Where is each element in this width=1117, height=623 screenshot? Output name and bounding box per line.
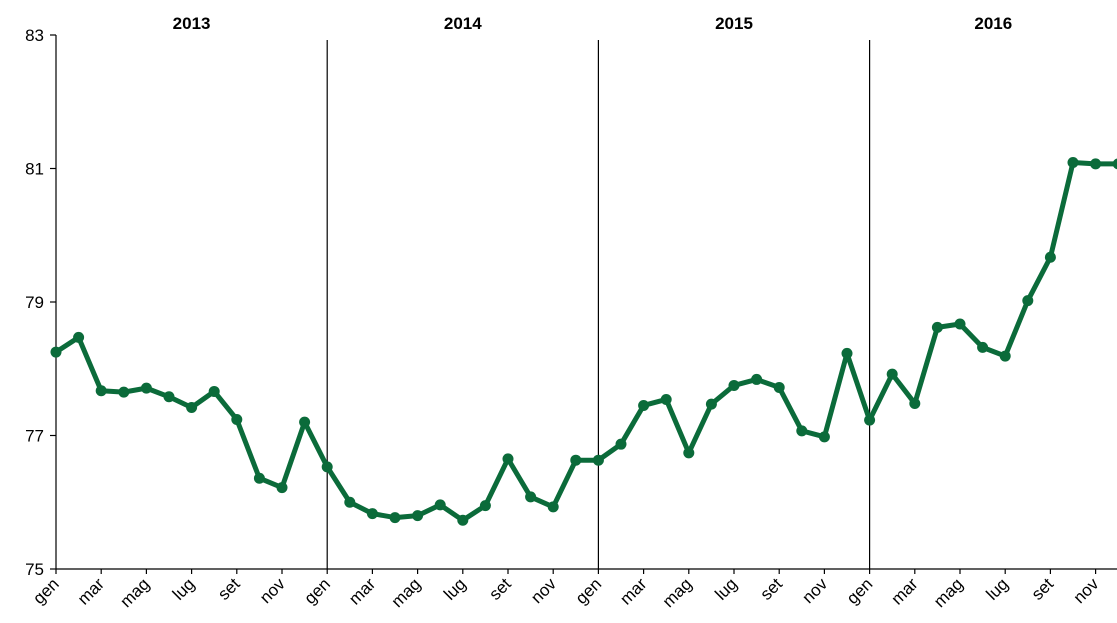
data-point xyxy=(705,398,717,410)
data-point xyxy=(547,501,559,513)
data-point xyxy=(1112,158,1117,170)
data-point xyxy=(502,453,514,465)
x-tick-label: nov xyxy=(798,574,831,607)
data-point xyxy=(479,500,491,512)
data-point xyxy=(570,454,582,466)
data-point xyxy=(208,385,220,397)
x-tick-label: mag xyxy=(930,574,967,611)
year-dividers xyxy=(326,40,871,569)
data-point xyxy=(886,368,898,380)
data-point xyxy=(366,508,378,520)
year-label: 2015 xyxy=(715,14,753,33)
data-point xyxy=(186,401,198,413)
data-point xyxy=(299,416,311,428)
x-axis: gen mar mag lug set nov gen mar mag lug set nov gen m… xyxy=(29,568,1117,611)
x-tick-label: lug xyxy=(983,574,1012,603)
x-tick-label: nov xyxy=(256,574,289,607)
data-point xyxy=(909,397,921,409)
data-point xyxy=(73,331,85,343)
data-point xyxy=(818,431,830,443)
series-line xyxy=(53,159,1117,523)
x-tick-label: mar xyxy=(345,574,379,608)
y-tick-label: 77 xyxy=(25,427,44,446)
data-point xyxy=(253,472,265,484)
year-label: 2016 xyxy=(974,14,1012,33)
data-point xyxy=(434,499,446,511)
x-tick-label: set xyxy=(757,574,787,604)
data-point xyxy=(412,510,424,522)
x-tick-label: set xyxy=(1028,574,1058,604)
x-tick-label: mar xyxy=(616,574,650,608)
x-tick-label: nov xyxy=(527,574,560,607)
series-group xyxy=(50,156,1117,526)
data-point xyxy=(344,496,356,508)
data-point xyxy=(1090,158,1102,170)
x-tick-label: nov xyxy=(1070,574,1103,607)
data-point xyxy=(118,386,130,398)
x-tick-label: lug xyxy=(711,574,740,603)
x-tick-label: mar xyxy=(887,574,921,608)
y-tick-label: 75 xyxy=(25,560,44,579)
x-tick-label: mag xyxy=(388,574,425,611)
data-point xyxy=(796,425,808,437)
data-point xyxy=(999,350,1011,362)
y-tick-label: 79 xyxy=(25,293,44,312)
data-point xyxy=(525,491,537,503)
x-tick-label: gen xyxy=(572,574,605,607)
x-tick-label: gen xyxy=(843,574,876,607)
data-point xyxy=(977,341,989,353)
data-point xyxy=(140,382,152,394)
x-tick-label: gen xyxy=(29,574,62,607)
data-point xyxy=(638,399,650,411)
data-point xyxy=(457,514,469,526)
data-point xyxy=(1067,156,1079,168)
data-point xyxy=(50,346,62,358)
y-tick-label: 81 xyxy=(25,160,44,179)
x-tick-label: gen xyxy=(301,574,334,607)
data-point xyxy=(751,373,763,385)
x-tick-label: mag xyxy=(116,574,153,611)
y-axis: 75 77 79 81 83 xyxy=(25,26,57,579)
x-tick-label: mag xyxy=(659,574,696,611)
data-point xyxy=(1044,251,1056,263)
x-tick-label: lug xyxy=(169,574,198,603)
data-point xyxy=(683,447,695,459)
data-point xyxy=(954,318,966,330)
data-point xyxy=(1022,295,1034,307)
data-point xyxy=(592,454,604,466)
data-point xyxy=(163,391,175,403)
y-tick-label: 83 xyxy=(25,26,44,45)
data-point xyxy=(615,438,627,450)
data-point xyxy=(389,512,401,524)
data-point xyxy=(231,413,243,425)
x-tick-label: set xyxy=(485,574,515,604)
data-point xyxy=(728,379,740,391)
data-point xyxy=(864,414,876,426)
x-tick-label: lug xyxy=(440,574,469,603)
data-point xyxy=(841,347,853,359)
data-point xyxy=(931,321,943,333)
data-point xyxy=(321,461,333,473)
year-label: 2013 xyxy=(173,14,211,33)
x-tick-label: set xyxy=(214,574,244,604)
year-labels: 2013 2014 2015 2016 xyxy=(173,14,1013,33)
x-tick-label: mar xyxy=(74,574,108,608)
data-point xyxy=(773,381,785,393)
data-point xyxy=(660,393,672,405)
year-label: 2014 xyxy=(444,14,482,33)
data-point xyxy=(276,482,288,494)
data-point xyxy=(95,385,107,397)
